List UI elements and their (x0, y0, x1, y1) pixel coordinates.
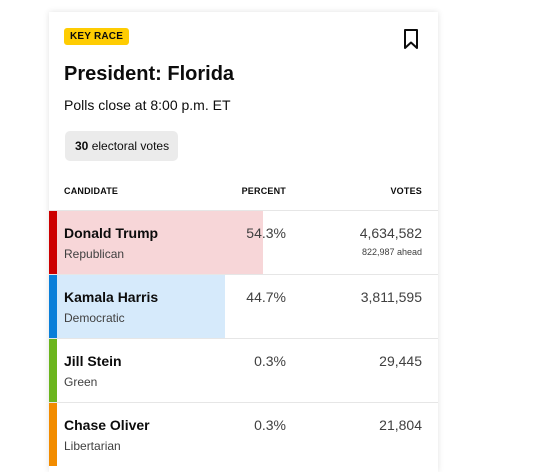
race-title: President: Florida (64, 63, 235, 85)
candidate-row-stein: Jill Stein Green 0.3% 29,445 (49, 338, 438, 402)
candidate-name: Donald Trump (64, 225, 159, 241)
electoral-votes-count: 30 (75, 139, 89, 153)
candidate-name: Chase Oliver (64, 417, 150, 433)
candidate-votes: 4,634,582 (359, 225, 422, 241)
electoral-votes-label: electoral votes (91, 139, 170, 153)
header-votes: VOTES (390, 186, 422, 196)
party-color-stripe (49, 211, 57, 274)
header-percent: PERCENT (241, 186, 286, 196)
results-table-body: Donald Trump Republican 54.3% 4,634,582 … (49, 210, 438, 466)
candidate-votes: 29,445 (379, 353, 422, 369)
candidate-votes: 21,804 (379, 417, 422, 433)
candidate-party: Democratic (64, 311, 125, 325)
candidate-row-oliver: Chase Oliver Libertarian 0.3% 21,804 (49, 402, 438, 466)
polls-close-text: Polls close at 8:00 p.m. ET (64, 97, 231, 113)
bookmark-icon[interactable] (402, 28, 420, 50)
results-table-header: CANDIDATE PERCENT VOTES (64, 186, 422, 198)
party-color-stripe (49, 403, 57, 466)
key-race-badge: KEY RACE (64, 28, 130, 45)
vote-share-bar (57, 211, 263, 274)
candidate-party: Libertarian (64, 439, 121, 453)
candidate-party: Green (64, 375, 98, 389)
electoral-votes-pill: 30 electoral votes (65, 131, 179, 161)
party-color-stripe (49, 339, 57, 402)
party-color-stripe (49, 275, 57, 338)
candidate-party: Republican (64, 247, 125, 261)
race-card: KEY RACE President: Florida Polls close … (49, 12, 438, 472)
candidate-row-harris: Kamala Harris Democratic 44.7% 3,811,595 (49, 274, 438, 338)
candidate-percent: 54.3% (246, 225, 286, 241)
candidate-name: Kamala Harris (64, 289, 159, 305)
candidate-row-trump: Donald Trump Republican 54.3% 4,634,582 … (49, 210, 438, 274)
candidate-percent: 0.3% (254, 417, 286, 433)
candidate-votes: 3,811,595 (360, 289, 422, 305)
candidate-percent: 0.3% (254, 353, 286, 369)
candidate-lead-margin: 822,987 ahead (361, 247, 422, 257)
vote-share-bar (57, 275, 225, 338)
candidate-percent: 44.7% (246, 289, 286, 305)
header-candidate: CANDIDATE (64, 186, 119, 196)
candidate-name: Jill Stein (64, 353, 122, 369)
